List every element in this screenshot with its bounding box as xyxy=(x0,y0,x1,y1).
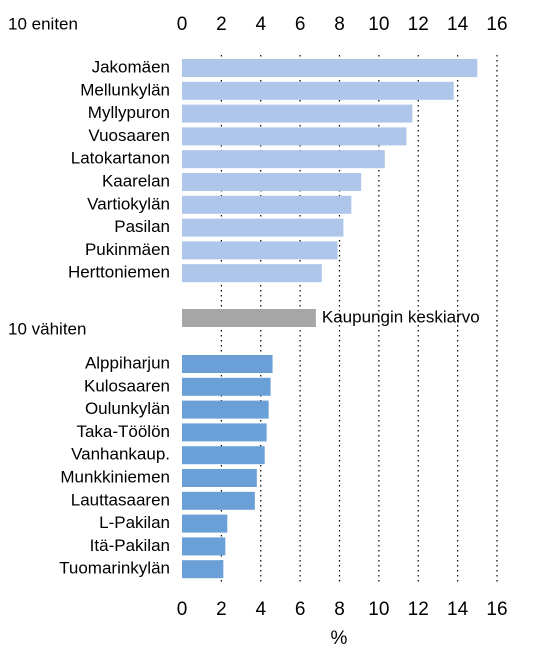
x-tick-label: 10 xyxy=(368,599,389,620)
bar xyxy=(182,81,454,100)
category-label: L-Pakilan xyxy=(99,513,170,532)
category-label: Kulosaaren xyxy=(84,376,170,395)
x-tick-label: 4 xyxy=(255,599,266,620)
x-tick-label: 4 xyxy=(255,14,266,35)
bar xyxy=(182,264,322,283)
category-label: Taka-Töölön xyxy=(76,422,170,441)
group-label: 10 vähiten xyxy=(8,319,86,338)
category-label: Oulunkylän xyxy=(85,399,170,418)
x-tick-label: 8 xyxy=(334,14,345,35)
x-tick-label: 14 xyxy=(447,599,469,620)
x-tick-label: 0 xyxy=(177,599,188,620)
bar xyxy=(182,150,385,169)
x-tick-label: 6 xyxy=(295,14,306,35)
bar xyxy=(182,309,316,327)
bar xyxy=(182,241,338,260)
category-label: Pasilan xyxy=(114,217,170,236)
bar xyxy=(182,446,265,465)
bar xyxy=(182,127,407,146)
bar xyxy=(182,173,362,191)
x-tick-label: 2 xyxy=(216,599,227,620)
x-tick-label: 2 xyxy=(216,14,227,35)
category-label: Myllypuron xyxy=(88,103,170,122)
x-tick-label: 16 xyxy=(486,599,507,620)
category-label: Latokartanon xyxy=(71,149,170,168)
bar xyxy=(182,560,224,579)
x-tick-label: 6 xyxy=(295,599,306,620)
category-label: Lauttasaaren xyxy=(71,490,170,509)
bar xyxy=(182,469,257,487)
group-label: 10 eniten xyxy=(8,14,78,33)
category-label: Vuosaaren xyxy=(88,126,170,145)
category-label: Tuomarinkylän xyxy=(59,559,170,578)
bar xyxy=(182,355,273,373)
bar xyxy=(182,104,413,123)
bar xyxy=(182,195,352,214)
bar xyxy=(182,514,228,533)
category-label: Vanhankaup. xyxy=(71,445,170,464)
bar xyxy=(182,537,226,556)
category-label: Vartiokylän xyxy=(87,194,170,213)
bar xyxy=(182,400,269,419)
x-tick-label: 8 xyxy=(334,599,345,620)
x-tick-label: 12 xyxy=(408,599,429,620)
bar xyxy=(182,423,267,442)
bar xyxy=(182,59,478,77)
x-tick-label: 10 xyxy=(368,14,389,35)
category-label: Herttoniemen xyxy=(68,263,170,282)
category-label: Kaarelan xyxy=(102,171,170,190)
category-label: Munkkiniemen xyxy=(60,467,170,486)
x-tick-label: 0 xyxy=(177,14,188,35)
bar xyxy=(182,491,255,510)
bar xyxy=(182,218,344,237)
x-axis-label: % xyxy=(331,628,348,645)
category-label: Mellunkylän xyxy=(80,80,170,99)
x-tick-label: 12 xyxy=(408,14,429,35)
category-label: Jakomäen xyxy=(92,57,170,76)
bar xyxy=(182,377,271,396)
x-tick-label: 16 xyxy=(486,14,507,35)
x-tick-label: 14 xyxy=(447,14,469,35)
category-label: Itä-Pakilan xyxy=(90,536,170,555)
category-label: Pukinmäen xyxy=(85,240,170,259)
category-label: Alppiharjun xyxy=(85,353,170,372)
average-label: Kaupungin keskiarvo xyxy=(322,307,480,326)
